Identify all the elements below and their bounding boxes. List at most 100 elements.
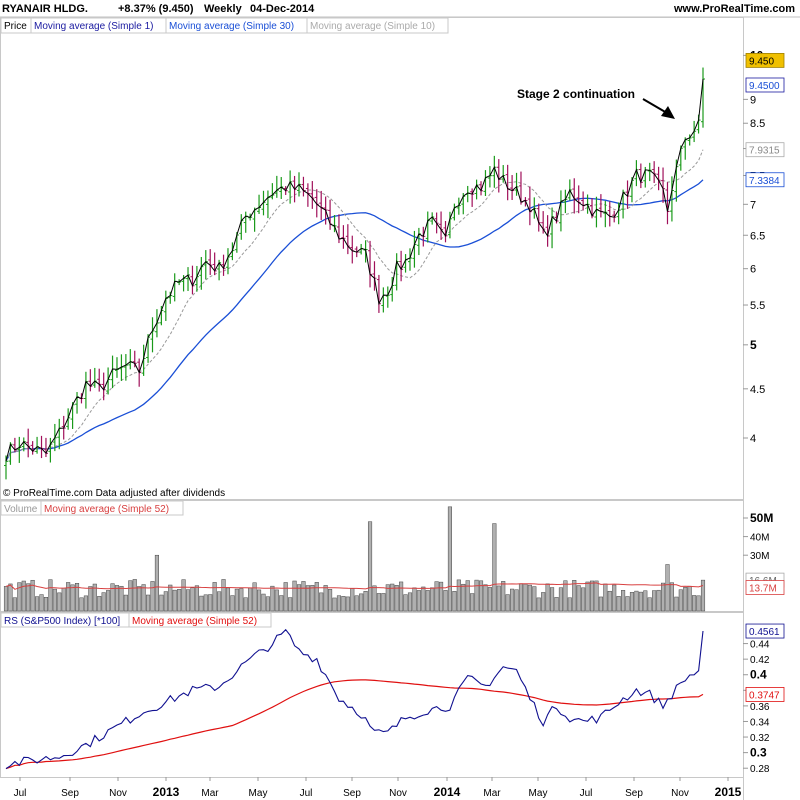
price-tick-label: 7 (750, 199, 756, 211)
header-period: Weekly (204, 3, 243, 15)
tab-ma30[interactable]: Moving average (Simple 30) (169, 21, 294, 32)
volume-ma-value-label: 13.7M (749, 584, 777, 595)
volume-ma-line (5, 582, 704, 590)
volume-bar (239, 588, 244, 612)
last-price-label: 9.450 (749, 56, 774, 67)
volume-bar (505, 594, 510, 612)
rs-line (5, 628, 704, 770)
price-tabs: Price Moving average (Simple 1) Moving a… (0, 17, 449, 34)
x-axis: Jul Sep Nov 2013 Mar May Jul Sep Nov 2014 Mar May Ju… (14, 777, 742, 799)
volume-bar (692, 595, 697, 612)
volume-bar (301, 581, 306, 612)
tab-price[interactable]: Price (4, 21, 27, 32)
volume-bar (576, 585, 581, 612)
volume-bar (407, 592, 413, 612)
volume-bar (345, 596, 350, 612)
x-tick-label: Jul (14, 788, 27, 799)
price-tick-label: 4 (750, 433, 756, 445)
tab-volume-ma-box[interactable] (40, 500, 184, 516)
volume-bar (563, 580, 568, 612)
ma30-series (5, 179, 704, 462)
rs-tick-label: 0.42 (750, 655, 770, 666)
tab-volume-ma[interactable]: Moving average (Simple 52) (44, 504, 169, 515)
x-tick-label: 2014 (434, 785, 461, 799)
rs-tick-label: 0.28 (750, 764, 770, 775)
x-tick-label: Sep (343, 788, 361, 799)
volume-bar (687, 585, 692, 612)
rs-series (5, 628, 704, 770)
volume-bar (137, 586, 142, 612)
x-tick-label: May (249, 788, 268, 799)
volume-tick-label: 40M (750, 533, 769, 544)
volume-bar (234, 588, 239, 612)
volume-bar (39, 594, 44, 612)
volume-bar (390, 583, 395, 612)
annotation-text: Stage 2 continuation (517, 87, 635, 101)
x-tick-label: Mar (483, 788, 501, 799)
volume-bar (589, 580, 595, 612)
x-tick-label: Mar (201, 788, 219, 799)
volume-bar (367, 521, 373, 612)
tab-rs-ma-box[interactable] (128, 612, 272, 628)
volume-bar (567, 597, 572, 612)
volume-bar (452, 591, 457, 612)
volume-bar (265, 596, 270, 612)
volume-bar (536, 597, 541, 612)
volume-bar (296, 584, 302, 612)
volume-bar (61, 587, 66, 612)
volume-bar (97, 596, 102, 612)
volume-bar (625, 596, 630, 612)
volume-bar (363, 591, 368, 612)
x-tick-label: Nov (109, 788, 127, 799)
volume-bar (607, 590, 612, 612)
volume-bar (163, 591, 168, 612)
tab-volume[interactable]: Volume (4, 504, 38, 515)
volume-bar (283, 582, 288, 612)
x-tick-label: May (529, 788, 548, 799)
volume-bar (554, 597, 559, 612)
volume-bar (35, 596, 40, 612)
price-tick-label: 6 (750, 264, 756, 276)
volume-bar (194, 585, 199, 612)
volume-bar (439, 581, 444, 612)
volume-bar (643, 590, 648, 612)
volume-bar (616, 596, 621, 612)
rs-tick-label: 0.44 (750, 640, 770, 651)
volume-bar (181, 579, 186, 612)
volume-bar (323, 585, 328, 612)
x-tick-label: Jul (300, 788, 313, 799)
tab-ma10[interactable]: Moving average (Simple 10) (310, 21, 435, 32)
tab-rs-ma[interactable]: Moving average (Simple 52) (132, 616, 257, 627)
x-tick-label: Nov (671, 788, 689, 799)
volume-bar (168, 584, 173, 612)
volume-bar (510, 588, 515, 612)
volume-bar (252, 582, 257, 612)
volume-bar (248, 587, 253, 612)
volume-bar (354, 595, 359, 612)
volume-bar (185, 589, 191, 612)
volume-bar (629, 592, 635, 612)
tab-ma10-box[interactable] (306, 17, 449, 34)
volume-bar (598, 596, 603, 612)
rs-tick-label: 0.4 (750, 668, 767, 682)
value-labels: 9.4509.45007.93157.338416.6M13.7M0.45610… (745, 53, 785, 702)
price-tick-label: 5 (750, 338, 757, 352)
volume-bar (638, 591, 643, 612)
x-tick-label: 2013 (153, 785, 180, 799)
tab-ma1[interactable]: Moving average (Simple 1) (34, 21, 154, 32)
volume-bar (243, 597, 248, 612)
volume-bar (660, 582, 666, 612)
ma10-series (5, 149, 704, 462)
volume-bar (154, 554, 159, 612)
price-tick-label: 5.5 (750, 300, 765, 312)
tab-rs[interactable]: RS (S&P500 Index) [*100] (4, 616, 120, 627)
volume-bar (146, 594, 151, 612)
volume-ma-series (5, 582, 704, 590)
volume-bar (319, 592, 324, 612)
volume-bar (288, 597, 293, 612)
price-tick-label: 6.5 (750, 230, 765, 242)
volume-tick-label: 30M (750, 551, 769, 562)
volume-bar (3, 586, 9, 612)
volume-bar (399, 581, 404, 612)
